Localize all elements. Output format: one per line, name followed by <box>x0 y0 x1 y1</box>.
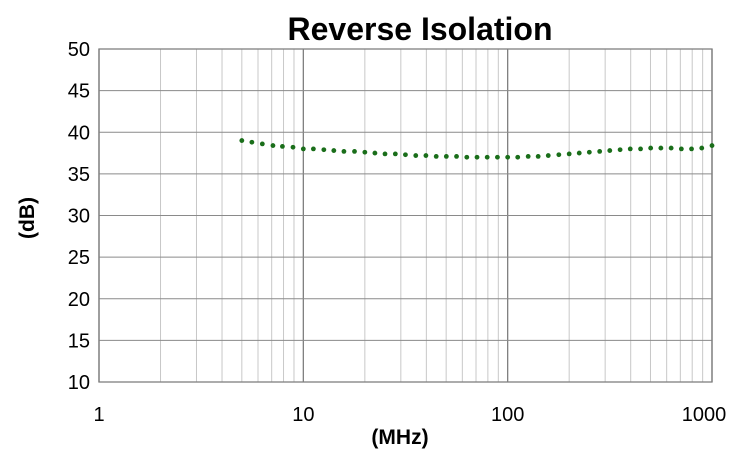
grid <box>98 48 713 383</box>
data-point <box>597 148 603 154</box>
data-point <box>576 150 582 156</box>
data-point <box>638 146 643 152</box>
data-point <box>689 146 694 152</box>
data-point <box>352 148 357 154</box>
y-tick-label: 50 <box>68 39 90 61</box>
data-point <box>280 144 285 149</box>
y-tick-labels: 10 15 20 25 30 35 40 45 50 <box>68 39 90 394</box>
data-point <box>403 152 408 158</box>
x-tick-label: 1000 <box>682 404 727 426</box>
data-point <box>443 153 449 159</box>
data-point <box>433 153 439 159</box>
data-point <box>678 146 684 152</box>
data-point <box>484 154 490 160</box>
data-point <box>607 148 613 153</box>
data-point <box>392 151 398 157</box>
data-point <box>341 148 347 154</box>
data-point <box>699 145 705 151</box>
data-point <box>627 146 633 152</box>
chart-title: Reverse Isolation <box>288 11 553 47</box>
y-tick-label: 25 <box>68 247 90 269</box>
y-axis-label: (dB) <box>16 197 39 239</box>
data-point <box>290 144 296 150</box>
data-point <box>423 153 429 158</box>
data-point <box>709 143 715 148</box>
data-point <box>545 153 551 158</box>
data-point <box>505 154 511 160</box>
x-tick-label: 10 <box>292 404 314 426</box>
data-point <box>259 141 265 147</box>
x-tick-labels: 1 10 100 1000 <box>93 404 726 426</box>
data-point <box>321 147 327 153</box>
data-point <box>556 152 562 158</box>
data-point <box>270 143 276 148</box>
y-tick-label: 30 <box>68 206 90 228</box>
data-points <box>239 138 715 160</box>
data-point <box>535 153 541 159</box>
data-point <box>658 145 664 151</box>
x-axis-label: (MHz) <box>371 426 428 449</box>
data-point <box>300 146 306 152</box>
data-point <box>372 150 378 156</box>
x-tick-label: 1 <box>93 404 104 426</box>
data-point <box>668 145 674 151</box>
data-point <box>586 149 592 155</box>
y-tick-label: 35 <box>68 164 90 186</box>
data-point <box>648 145 654 151</box>
data-point <box>239 138 245 143</box>
y-tick-label: 20 <box>68 289 90 311</box>
data-point <box>495 154 500 160</box>
y-tick-label: 40 <box>68 122 90 144</box>
y-tick-label: 10 <box>68 372 90 394</box>
data-point <box>515 154 521 160</box>
data-point <box>474 154 480 160</box>
data-point <box>566 151 572 157</box>
data-point <box>464 154 470 160</box>
data-point <box>413 153 419 158</box>
data-point <box>525 153 531 159</box>
data-point <box>382 151 388 157</box>
x-tick-label: 100 <box>491 404 524 426</box>
y-tick-label: 45 <box>68 81 90 103</box>
data-point <box>362 149 368 155</box>
data-point <box>310 146 316 152</box>
y-tick-label: 15 <box>68 330 90 352</box>
data-point <box>331 148 337 153</box>
plot-border <box>98 48 713 383</box>
data-point <box>249 139 255 145</box>
data-point <box>454 153 459 159</box>
data-point <box>617 147 623 153</box>
